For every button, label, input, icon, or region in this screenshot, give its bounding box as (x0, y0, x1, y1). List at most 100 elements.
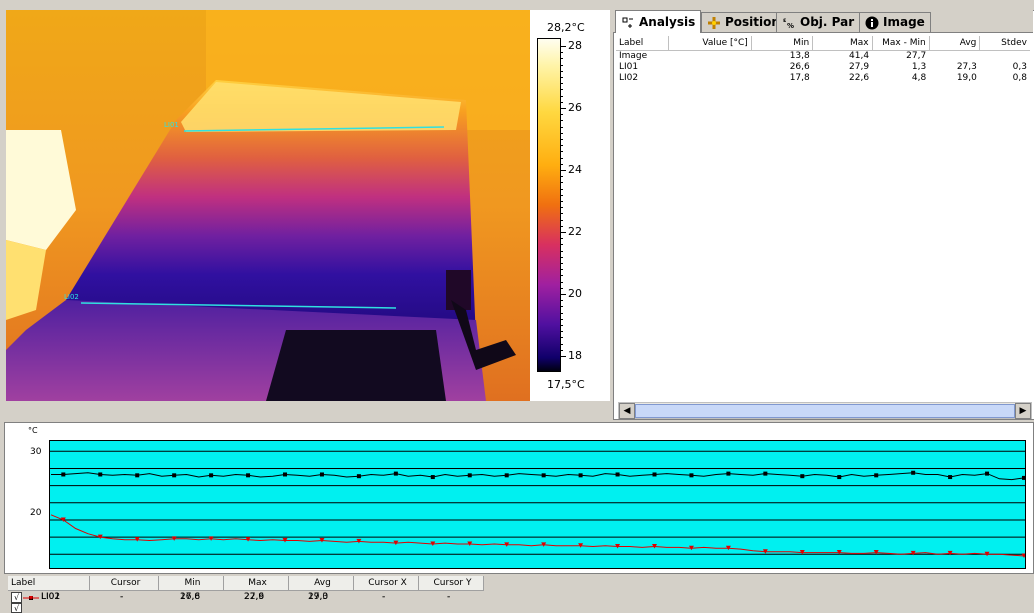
scale-minor-tick (561, 64, 563, 66)
row-max: 41,4 (849, 51, 870, 61)
scale-minor-tick (561, 163, 563, 165)
scale-minor-tick (561, 77, 563, 78)
scale-minor-tick (561, 343, 563, 345)
legend-col-header[interactable]: Avg (289, 576, 354, 591)
scale-minor-tick (561, 256, 563, 258)
col-header[interactable]: Stdev (979, 36, 1030, 51)
scale-minor-tick (561, 139, 563, 140)
legend-col-header[interactable]: Min (159, 576, 224, 591)
series-checkbox-li01[interactable]: √ (11, 592, 22, 603)
scale-tick-mark (561, 356, 566, 357)
series-marker-li01 (283, 472, 288, 477)
series-marker-li02 (984, 551, 990, 557)
series-marker-li01 (800, 474, 805, 479)
scale-minor-tick (561, 250, 563, 252)
series-marker-li02 (725, 545, 731, 551)
scale-minor-tick (561, 108, 563, 109)
row-avg: 19,0 (956, 73, 977, 83)
thermal-image[interactable]: LI01 LI02 (6, 10, 530, 401)
col-header[interactable]: Min (751, 36, 814, 51)
table-row[interactable]: LI02 17,8 22,6 4,8 19,0 0,8 (616, 73, 1030, 84)
series-marker-li01 (874, 473, 879, 478)
tab-image[interactable]: Image (859, 12, 931, 32)
scale-tick-mark (561, 46, 566, 47)
legend-label: LI01 (41, 592, 61, 602)
col-header[interactable]: Max - Min (872, 36, 930, 51)
tab-object-parameters[interactable]: ε% Obj. Par (776, 12, 861, 32)
series-marker-li01 (430, 475, 435, 480)
scroll-left-button[interactable]: ◀ (619, 403, 635, 419)
scroll-right-button[interactable]: ▶ (1015, 403, 1031, 419)
scale-max-label[interactable]: 28,2°C (547, 21, 585, 34)
arrow-right-icon: ▶ (1019, 406, 1027, 416)
series-marker-li01 (467, 473, 472, 478)
scale-minor-tick (561, 114, 563, 116)
scale-tick-label: 20 (568, 287, 582, 300)
legend-min: 26,6 (180, 592, 201, 602)
scale-minor-tick (561, 312, 563, 314)
series-marker-li02 (208, 536, 214, 541)
legend-table[interactable]: Label Cursor Min Max Avg Cursor X Cursor… (8, 576, 1032, 613)
scale-minor-tick (561, 151, 563, 153)
row-min: 17,8 (789, 73, 810, 83)
scale-minor-tick (561, 170, 563, 171)
line-marker-li02: LI02 (64, 293, 79, 301)
series-marker-li01 (172, 473, 177, 478)
series-marker-li01 (319, 472, 324, 477)
series-marker-li02 (356, 538, 362, 544)
profile-chart[interactable] (49, 440, 1027, 569)
legend-row-li02[interactable]: LI02 - 17,8 22,6 19,0 - - (8, 592, 1032, 605)
scale-tick-label: 24 (568, 163, 582, 176)
scale-minor-tick (561, 101, 563, 103)
table-row[interactable]: LI01 26,6 27,9 1,3 27,3 0,3 (616, 62, 1030, 73)
scale-minor-tick (561, 244, 563, 246)
scale-ticks: 28 26 24 22 20 18 (561, 38, 601, 372)
legend-col-header[interactable]: Cursor Y (419, 576, 484, 591)
series-marker-li02 (134, 537, 140, 542)
scale-minor-tick (561, 306, 563, 308)
series-swatch-li02 (23, 596, 39, 600)
legend-max: 27,9 (244, 592, 265, 602)
col-header[interactable]: Value [°C] (668, 36, 752, 51)
legend-col-header[interactable]: Cursor X (354, 576, 419, 591)
table-row[interactable]: Image 13,8 41,4 27,7 (616, 51, 1030, 63)
legend-cursor-x: - (382, 592, 386, 602)
row-stdev: 0,3 (1012, 62, 1027, 72)
tab-analysis[interactable]: Analysis (615, 10, 702, 33)
scale-minor-tick (561, 219, 563, 221)
series-marker-li01 (393, 471, 398, 476)
tab-position[interactable]: Position (701, 12, 786, 32)
scale-minor-tick (561, 120, 563, 122)
scale-minor-tick (561, 126, 563, 128)
series-marker-li01 (135, 473, 140, 478)
y-tick-label: 30 (30, 447, 42, 457)
analysis-icon (621, 15, 635, 29)
col-header[interactable]: Label (616, 36, 669, 51)
scale-minor-tick (561, 318, 563, 320)
legend-col-header[interactable]: Cursor (90, 576, 159, 591)
col-header[interactable]: Max (812, 36, 873, 51)
thermal-image-graphic (6, 10, 530, 401)
row-stdev: 0,8 (1012, 73, 1027, 83)
row-range: 4,8 (911, 73, 927, 83)
series-marker-li02 (910, 550, 916, 556)
horizontal-scrollbar[interactable]: ◀ ▶ (618, 402, 1032, 419)
series-marker-li02 (171, 536, 177, 541)
legend-col-header[interactable]: Max (224, 576, 289, 591)
color-scale-bar[interactable] (537, 38, 561, 372)
col-header[interactable]: Avg (929, 36, 981, 51)
scale-minor-tick (561, 269, 563, 271)
scale-minor-tick (561, 300, 563, 302)
series-marker-li02 (615, 544, 621, 549)
analysis-table[interactable]: Label Value [°C] Min Max Max - Min Avg S… (616, 36, 1030, 84)
series-marker-li02 (799, 550, 805, 555)
scrollbar-thumb[interactable] (635, 404, 1015, 418)
row-min: 13,8 (789, 51, 810, 61)
scale-minor-tick (561, 145, 563, 147)
scale-tick-mark (561, 108, 566, 109)
scale-minor-tick (561, 157, 563, 159)
legend-col-header[interactable]: Label (8, 576, 90, 591)
series-marker-li01 (837, 475, 842, 480)
row-max: 27,9 (849, 62, 870, 72)
scale-min-label[interactable]: 17,5°C (547, 378, 585, 391)
